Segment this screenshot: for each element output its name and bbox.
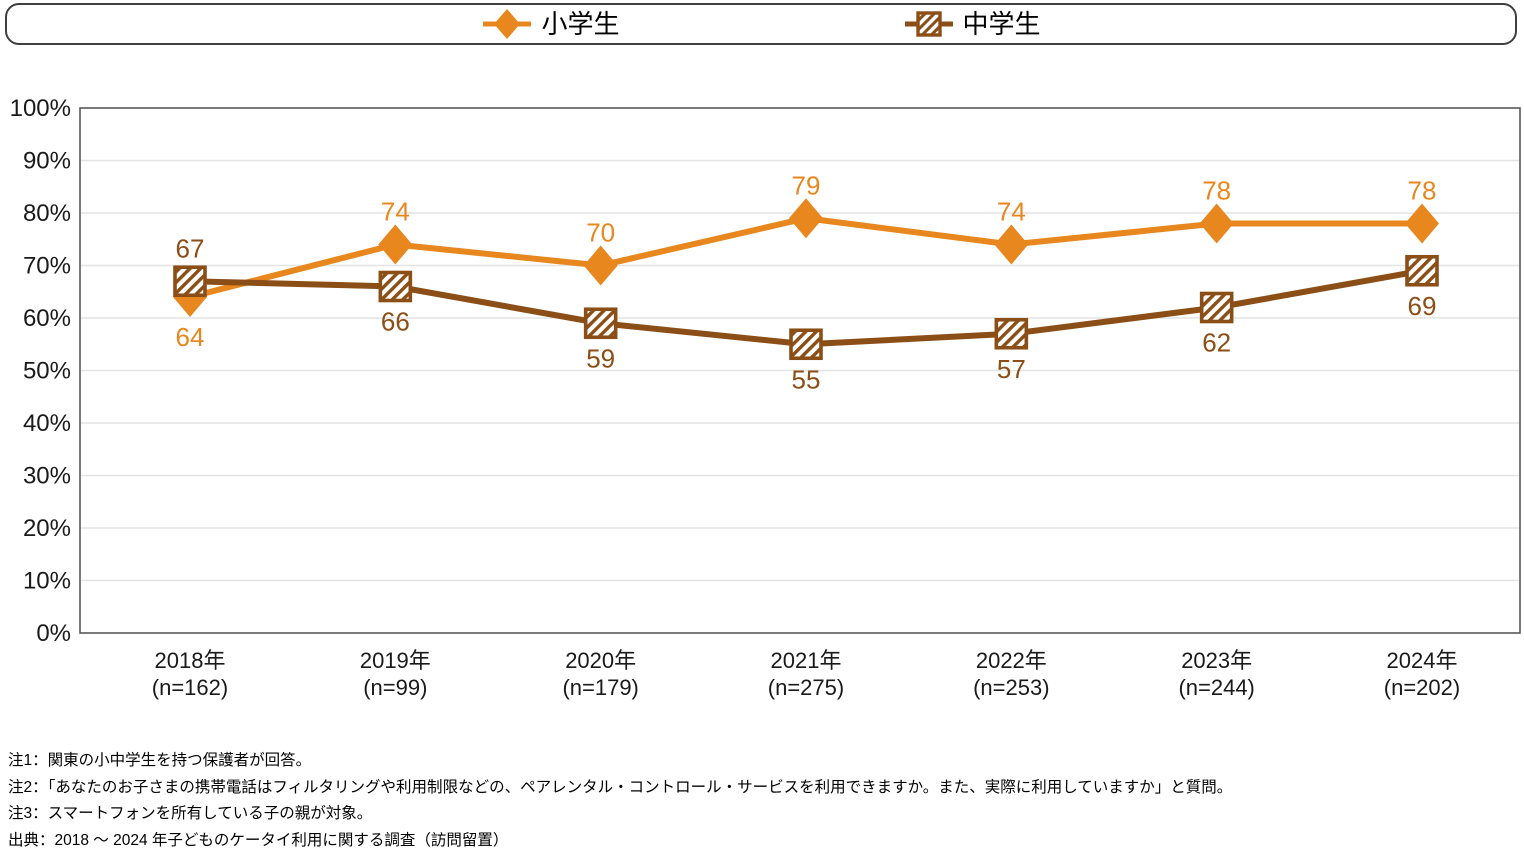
svg-text:(n=202): (n=202) bbox=[1384, 675, 1460, 700]
svg-text:70: 70 bbox=[586, 218, 615, 248]
footnote-source: 出典：2018 ～ 2024 年子どものケータイ利用に関する調査（訪問留置） bbox=[8, 828, 1518, 854]
svg-text:90%: 90% bbox=[23, 148, 71, 175]
line-chart-svg: 0%10%20%30%40%50%60%70%80%90%100%2018年(n… bbox=[0, 52, 1524, 712]
legend-item-elementary: 小学生 bbox=[481, 6, 619, 42]
svg-text:78: 78 bbox=[1408, 176, 1437, 206]
footnote-2: 注2：「あなたのお子さまの携帯電話はフィルタリングや利用制限などの、ペアレンタル… bbox=[8, 775, 1518, 802]
svg-text:50%: 50% bbox=[23, 358, 71, 385]
svg-text:10%: 10% bbox=[23, 568, 71, 595]
svg-text:78: 78 bbox=[1202, 176, 1231, 206]
footnote-3: 注3：スマートフォンを所有している子の親が対象。 bbox=[8, 801, 1518, 828]
svg-text:80%: 80% bbox=[23, 200, 71, 227]
legend-item-junior-high: 中学生 bbox=[903, 6, 1041, 42]
svg-text:2021年: 2021年 bbox=[771, 648, 842, 673]
svg-text:2019年: 2019年 bbox=[360, 648, 431, 673]
svg-text:64: 64 bbox=[176, 322, 205, 352]
svg-text:2020年: 2020年 bbox=[565, 648, 636, 673]
svg-text:59: 59 bbox=[586, 343, 615, 373]
legend-label-elementary: 小学生 bbox=[541, 11, 619, 37]
svg-text:74: 74 bbox=[381, 197, 410, 227]
svg-text:(n=179): (n=179) bbox=[562, 675, 638, 700]
footnote-1: 注1：関東の小中学生を持つ保護者が回答。 bbox=[8, 748, 1518, 775]
legend-label-junior-high: 中学生 bbox=[963, 11, 1041, 37]
svg-text:0%: 0% bbox=[36, 620, 71, 647]
svg-text:70%: 70% bbox=[23, 253, 71, 280]
svg-text:20%: 20% bbox=[23, 515, 71, 542]
svg-text:66: 66 bbox=[381, 307, 410, 337]
svg-text:57: 57 bbox=[997, 354, 1026, 384]
svg-text:79: 79 bbox=[792, 170, 821, 200]
svg-text:2023年: 2023年 bbox=[1181, 648, 1252, 673]
svg-text:(n=275): (n=275) bbox=[768, 675, 844, 700]
svg-text:(n=162): (n=162) bbox=[152, 675, 228, 700]
svg-text:69: 69 bbox=[1408, 291, 1437, 321]
chart-area: 0%10%20%30%40%50%60%70%80%90%100%2018年(n… bbox=[0, 52, 1524, 712]
hatched-square-marker-icon bbox=[903, 6, 955, 42]
svg-text:100%: 100% bbox=[10, 95, 71, 122]
footnotes: 注1：関東の小中学生を持つ保護者が回答。 注2：「あなたのお子さまの携帯電話はフ… bbox=[8, 748, 1518, 854]
svg-text:55: 55 bbox=[792, 364, 821, 394]
svg-text:62: 62 bbox=[1202, 328, 1231, 358]
svg-text:2022年: 2022年 bbox=[976, 648, 1047, 673]
svg-text:2018年: 2018年 bbox=[155, 648, 226, 673]
svg-text:74: 74 bbox=[997, 197, 1026, 227]
diamond-marker-icon bbox=[481, 6, 533, 42]
legend: 小学生 中学生 bbox=[5, 3, 1517, 45]
svg-text:67: 67 bbox=[176, 233, 205, 263]
svg-text:40%: 40% bbox=[23, 410, 71, 437]
svg-text:60%: 60% bbox=[23, 305, 71, 332]
svg-text:2024年: 2024年 bbox=[1387, 648, 1458, 673]
svg-text:(n=99): (n=99) bbox=[363, 675, 427, 700]
svg-text:(n=244): (n=244) bbox=[1178, 675, 1254, 700]
svg-text:(n=253): (n=253) bbox=[973, 675, 1049, 700]
svg-text:30%: 30% bbox=[23, 463, 71, 490]
